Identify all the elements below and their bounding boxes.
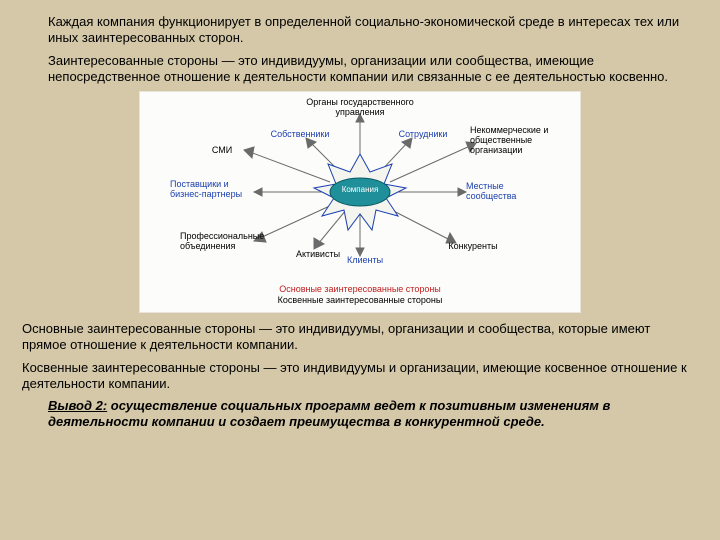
conclusion-text: осуществление социальных программ ведет …	[48, 398, 610, 429]
legend-primary: Основные заинтересованные стороны	[279, 284, 441, 294]
diagram-legend: Основные заинтересованные стороны Косвен…	[140, 284, 580, 307]
node-smi: СМИ	[202, 146, 242, 156]
node-staff: Сотрудники	[388, 130, 458, 140]
node-compet: Конкуренты	[438, 242, 508, 252]
node-nko: Некоммерческие и общественные организаци…	[470, 126, 570, 156]
def-primary: Основные заинтересованные стороны — это …	[22, 321, 698, 354]
center-label: Компания	[335, 186, 385, 195]
stakeholder-diagram: Компания Органы государственного управле…	[139, 91, 581, 313]
intro-p2: Заинтересованные стороны — это индивидуу…	[48, 53, 698, 86]
node-clients: Клиенты	[340, 256, 390, 266]
conclusion: Вывод 2: осуществление социальных програ…	[48, 398, 698, 431]
def-secondary: Косвенные заинтересованные стороны — это…	[22, 360, 698, 393]
intro-p1: Каждая компания функционирует в определе…	[48, 14, 698, 47]
conclusion-label: Вывод 2:	[48, 398, 107, 413]
node-gov: Органы государственного управления	[290, 98, 430, 118]
node-suppliers: Поставщики и бизнес-партнеры	[170, 180, 256, 200]
legend-secondary: Косвенные заинтересованные стороны	[278, 295, 443, 305]
node-prof: Профессиональные объединения	[180, 232, 280, 252]
node-owners: Собственники	[260, 130, 340, 140]
node-activists: Активисты	[288, 250, 348, 260]
node-local: Местные сообщества	[466, 182, 546, 202]
